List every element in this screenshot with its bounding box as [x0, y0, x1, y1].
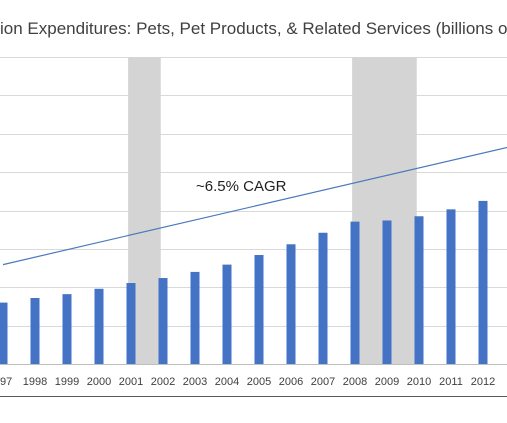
x-tick-label: 2011	[439, 376, 463, 388]
x-tick-label: 2010	[407, 376, 431, 388]
x-tick-label: 1998	[23, 376, 47, 388]
x-tick-label: 2006	[279, 376, 303, 388]
bar	[350, 221, 360, 364]
bar	[382, 220, 392, 364]
x-tick-label: 2005	[247, 376, 271, 388]
bar	[0, 302, 8, 364]
x-tick-label: 2000	[87, 376, 111, 388]
x-tick-label: 2004	[215, 376, 239, 388]
x-tick-label: 2008	[343, 376, 367, 388]
bar	[222, 264, 232, 364]
bar	[94, 288, 104, 364]
chart-border	[0, 364, 507, 397]
recession-shading	[128, 57, 417, 364]
x-tick-label: 2007	[311, 376, 335, 388]
trendline	[2, 146, 507, 266]
x-tick-label: 2002	[151, 376, 175, 388]
bar	[286, 244, 296, 364]
x-tick-label: 997	[0, 376, 12, 388]
bar	[30, 297, 40, 364]
chart-title: ion Expenditures: Pets, Pet Products, & …	[0, 19, 507, 38]
bar	[254, 255, 264, 364]
bars	[0, 200, 488, 364]
x-tick-label: 2001	[119, 376, 143, 388]
trendline-group: ~6.5% CAGR	[2, 146, 507, 266]
x-tick-label: 2003	[183, 376, 207, 388]
trendline-label: ~6.5% CAGR	[196, 178, 287, 195]
bar	[190, 271, 200, 364]
gridlines	[0, 57, 507, 365]
bar	[62, 294, 72, 364]
bar	[158, 278, 168, 364]
bar	[414, 216, 424, 364]
x-axis-tick-labels: 997 1998 1999 2000 2001 2002 2003 2004 2005 2006 2…	[0, 376, 495, 388]
x-tick-label: 1999	[55, 376, 79, 388]
bar	[478, 200, 488, 364]
bar	[446, 209, 456, 364]
x-tick-label: 2012	[471, 376, 495, 388]
bar	[318, 232, 328, 364]
bar	[126, 283, 136, 364]
x-tick-label: 2009	[375, 376, 399, 388]
